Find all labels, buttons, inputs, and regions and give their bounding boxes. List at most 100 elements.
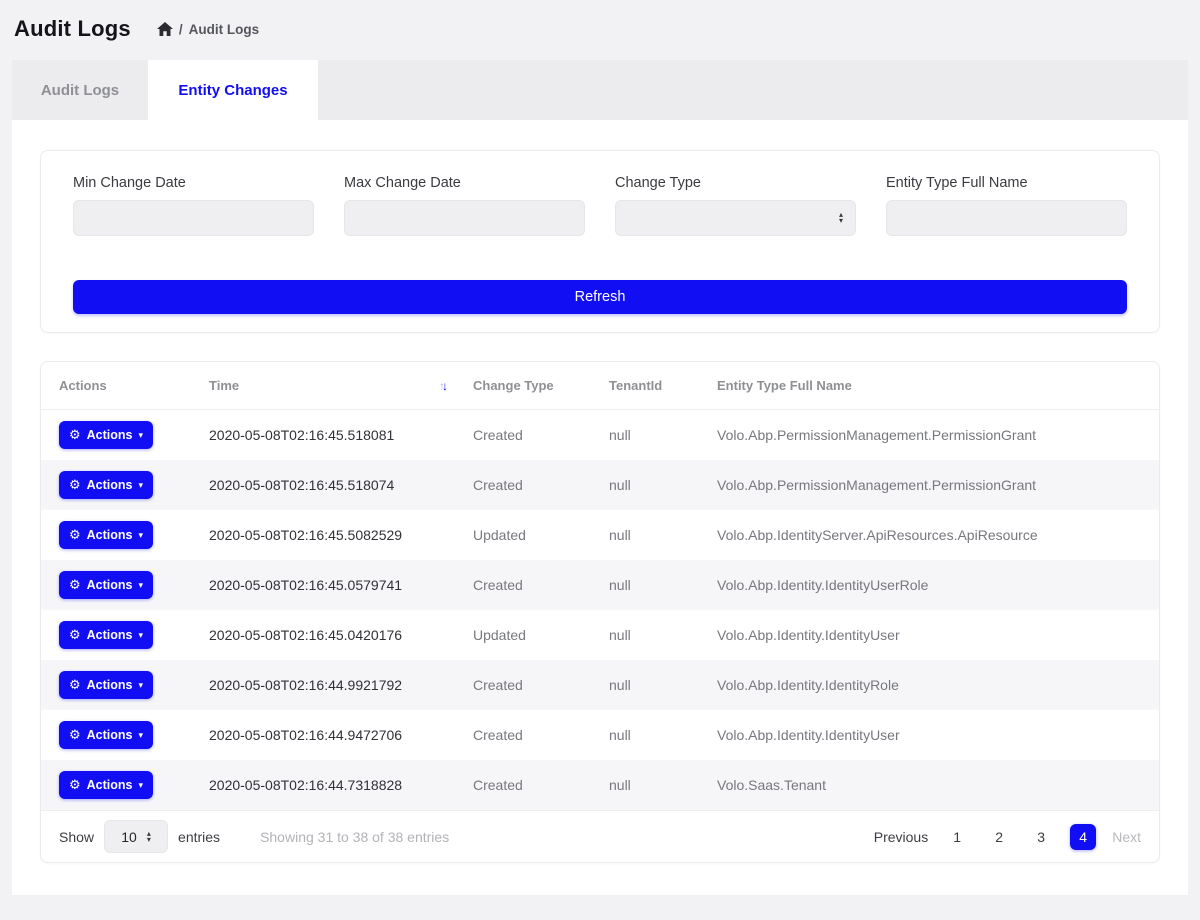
tenant-id-cell: null	[609, 577, 631, 593]
time-cell: 2020-05-08T02:16:44.7318828	[209, 777, 403, 793]
page-size-value: 10	[121, 828, 137, 845]
pagination-page-3[interactable]: 3	[1037, 828, 1046, 845]
actions-cell: ⚙ Actions ▾	[41, 671, 191, 699]
change-type-cell: Updated	[473, 627, 526, 643]
actions-cell: ⚙ Actions ▾	[41, 571, 191, 599]
pagination: Previous 1 2 3 4 Next	[873, 823, 1141, 850]
show-label: Show	[59, 828, 95, 845]
pagination-page-2[interactable]: 2	[995, 828, 1004, 845]
actions-dropdown-button[interactable]: ⚙ Actions ▾	[59, 671, 154, 699]
table-row: ⚙ Actions ▾ 2020-05-08T02:16:45.0420176 Up…	[41, 610, 1159, 660]
gear-icon: ⚙	[69, 627, 81, 642]
entity-type-cell: Volo.Abp.Identity.IdentityUser	[717, 627, 900, 643]
pagination-page-1[interactable]: 1	[953, 828, 962, 845]
breadcrumb-separator: /	[178, 21, 183, 37]
table-row: ⚙ Actions ▾ 2020-05-08T02:16:45.5082529 Up…	[41, 510, 1159, 560]
breadcrumb-current: Audit Logs	[188, 21, 260, 37]
table-header-row: Actions Time ↑↓ Change Type TenantId Ent…	[41, 362, 1159, 410]
actions-dropdown-button[interactable]: ⚙ Actions ▾	[59, 421, 154, 449]
table-row: ⚙ Actions ▾ 2020-05-08T02:16:45.518081 Cre…	[41, 410, 1159, 460]
max-change-date-input[interactable]	[344, 200, 585, 236]
gear-icon: ⚙	[69, 427, 81, 442]
actions-dropdown-button[interactable]: ⚙ Actions ▾	[59, 521, 154, 549]
actions-dropdown-button[interactable]: ⚙ Actions ▾	[59, 621, 154, 649]
breadcrumb: / Audit Logs	[156, 21, 260, 37]
caret-down-icon: ▾	[138, 679, 144, 690]
tab-entity-changes[interactable]: Entity Changes	[148, 60, 318, 120]
select-arrows-icon: ▴ ▾	[146, 828, 151, 844]
column-header-change-type[interactable]: Change Type	[473, 378, 554, 393]
page-size-select[interactable]: 10 ▴ ▾	[104, 820, 169, 853]
min-change-date-label: Min Change Date	[73, 175, 186, 191]
gear-icon: ⚙	[69, 727, 81, 742]
actions-cell: ⚙ Actions ▾	[41, 521, 191, 549]
tenant-id-cell: null	[609, 777, 631, 793]
tenant-id-cell: null	[609, 627, 631, 643]
time-cell: 2020-05-08T02:16:45.0420176	[209, 627, 403, 643]
column-header-tenant-id[interactable]: TenantId	[609, 378, 663, 393]
pagination-next[interactable]: Next	[1112, 828, 1141, 845]
change-type-cell: Created	[473, 577, 523, 593]
time-cell: 2020-05-08T02:16:45.0579741	[209, 577, 403, 593]
column-header-actions[interactable]: Actions	[59, 378, 107, 393]
time-cell: 2020-05-08T02:16:44.9921792	[209, 677, 403, 693]
actions-dropdown-button[interactable]: ⚙ Actions ▾	[59, 721, 154, 749]
table-row: ⚙ Actions ▾ 2020-05-08T02:16:44.9921792 Cr…	[41, 660, 1159, 710]
change-type-cell: Created	[473, 777, 523, 793]
actions-dropdown-button[interactable]: ⚙ Actions ▾	[59, 771, 154, 799]
max-change-date-label: Max Change Date	[344, 175, 461, 191]
table-row: ⚙ Actions ▾ 2020-05-08T02:16:45.518074 Cre…	[41, 460, 1159, 510]
entity-type-cell: Volo.Saas.Tenant	[717, 777, 826, 793]
tenant-id-cell: null	[609, 477, 631, 493]
entity-type-label: Entity Type Full Name	[886, 175, 1028, 191]
change-type-cell: Created	[473, 477, 523, 493]
home-icon[interactable]	[156, 22, 173, 36]
time-cell: 2020-05-08T02:16:45.518074	[209, 477, 395, 493]
tenant-id-cell: null	[609, 727, 631, 743]
refresh-button[interactable]: Refresh	[73, 280, 1127, 314]
tab-audit-logs[interactable]: Audit Logs	[40, 81, 120, 99]
select-arrows-icon: ▴ ▾	[838, 210, 843, 225]
change-type-cell: Created	[473, 677, 523, 693]
min-change-date-input[interactable]	[73, 200, 314, 236]
actions-cell: ⚙ Actions ▾	[41, 471, 191, 499]
column-header-entity-type[interactable]: Entity Type Full Name	[717, 378, 852, 393]
pagination-previous[interactable]: Previous	[873, 828, 929, 845]
table-row: ⚙ Actions ▾ 2020-05-08T02:16:45.0579741 Cr…	[41, 560, 1159, 610]
filter-card: Min Change Date Max Change Date Change T…	[40, 150, 1160, 333]
caret-down-icon: ▾	[138, 629, 144, 640]
caret-down-icon: ▾	[138, 779, 144, 790]
gear-icon: ⚙	[69, 477, 81, 492]
table-row: ⚙ Actions ▾ 2020-05-08T02:16:44.7318828 Cr…	[41, 760, 1159, 810]
actions-dropdown-button[interactable]: ⚙ Actions ▾	[59, 571, 154, 599]
entity-type-cell: Volo.Abp.PermissionManagement.Permission…	[717, 477, 1037, 493]
pagination-page-4-active[interactable]: 4	[1070, 823, 1097, 850]
filter-entity-type: Entity Type Full Name	[886, 175, 1127, 236]
change-type-select[interactable]: ▴ ▾	[615, 200, 856, 236]
tenant-id-cell: null	[609, 527, 631, 543]
entity-changes-table: Actions Time ↑↓ Change Type TenantId Ent…	[40, 361, 1160, 863]
entity-type-input[interactable]	[886, 200, 1127, 236]
caret-down-icon: ▾	[138, 429, 144, 440]
actions-cell: ⚙ Actions ▾	[41, 721, 191, 749]
table-footer: Show 10 ▴ ▾ entries Showing 31 to 38 of 3…	[41, 810, 1159, 862]
entries-summary: Showing 31 to 38 of 38 entries	[260, 828, 450, 845]
gear-icon: ⚙	[69, 777, 81, 792]
tabbar: Audit Logs Entity Changes	[12, 60, 1188, 120]
change-type-cell: Created	[473, 427, 523, 443]
filter-min-change-date: Min Change Date	[73, 175, 314, 236]
change-type-label: Change Type	[615, 175, 701, 191]
gear-icon: ⚙	[69, 527, 81, 542]
gear-icon: ⚙	[69, 577, 81, 592]
time-cell: 2020-05-08T02:16:45.5082529	[209, 527, 403, 543]
column-header-time[interactable]: Time ↑↓	[209, 378, 448, 393]
page-header: Audit Logs / Audit Logs	[0, 0, 1200, 52]
actions-dropdown-button[interactable]: ⚙ Actions ▾	[59, 471, 154, 499]
caret-down-icon: ▾	[138, 729, 144, 740]
tenant-id-cell: null	[609, 677, 631, 693]
change-type-cell: Updated	[473, 527, 526, 543]
sort-icon[interactable]: ↑↓	[439, 378, 448, 393]
caret-down-icon: ▾	[138, 479, 144, 490]
entity-type-cell: Volo.Abp.PermissionManagement.Permission…	[717, 427, 1037, 443]
actions-cell: ⚙ Actions ▾	[41, 771, 191, 799]
